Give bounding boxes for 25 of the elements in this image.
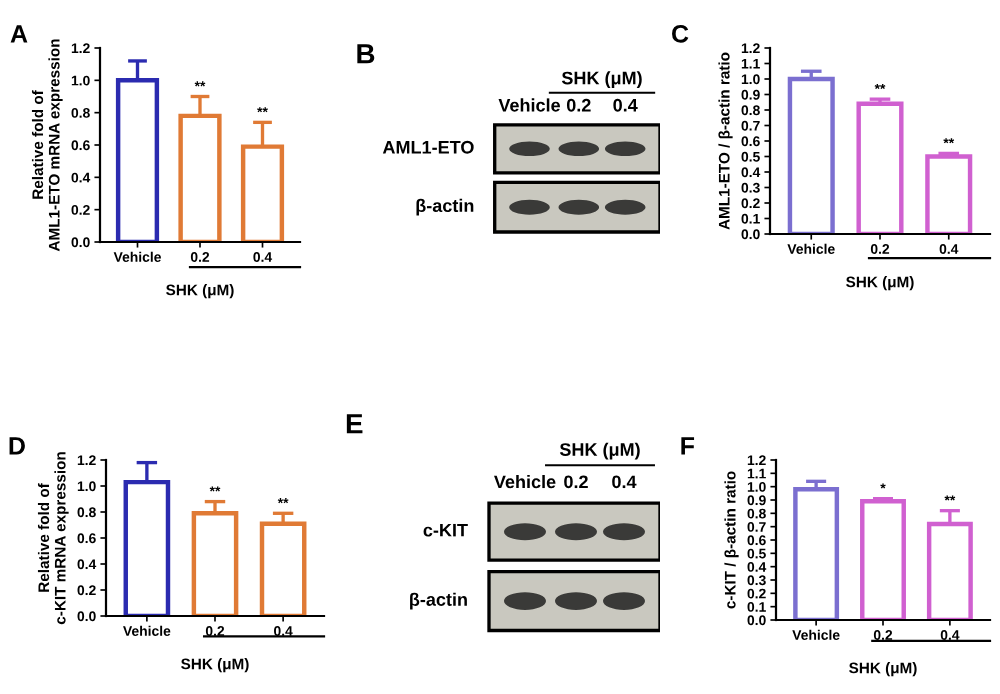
bar: [860, 499, 906, 620]
bar: [793, 487, 840, 620]
chart-title: C: [672, 24, 689, 43]
bar: [925, 154, 973, 234]
chart-title: D: [9, 437, 25, 455]
bar: [787, 76, 835, 234]
bar: [259, 521, 307, 616]
text: β-actin: [416, 198, 474, 216]
bar: [191, 511, 239, 616]
text: AML1-ETO: [382, 140, 474, 154]
text: B: [357, 44, 375, 64]
chart-title: A: [10, 25, 28, 43]
bar: [856, 101, 904, 234]
text: 0.2: [564, 475, 588, 489]
text: Vehicle: [494, 474, 556, 489]
text: E: [346, 414, 363, 434]
chart-title: F: [681, 437, 695, 455]
text: c-KIT: [423, 523, 468, 537]
text: SHK (μM): [561, 71, 642, 88]
text: 0.4: [612, 475, 637, 489]
text: 0.4: [613, 98, 638, 112]
text: β-actin: [410, 592, 467, 610]
text: Vehicle: [498, 98, 560, 112]
text: 0.2: [566, 98, 591, 112]
text: SHK (μM): [559, 442, 640, 460]
